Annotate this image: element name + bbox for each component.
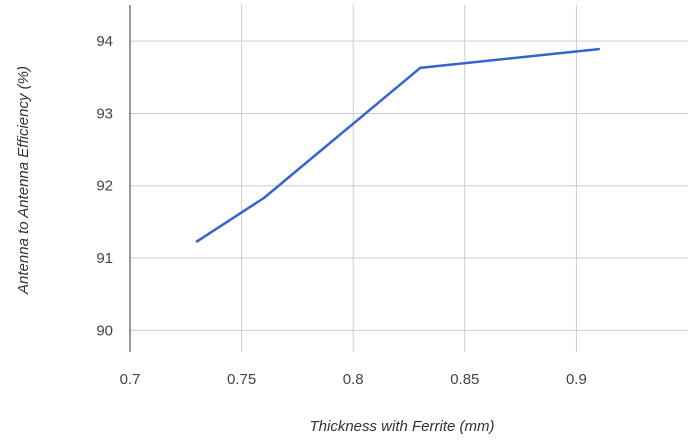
x-tick-label: 0.85 (450, 371, 479, 388)
data-point (263, 197, 265, 199)
y-axis-title: Antenna to Antenna Efficiency (%) (15, 66, 32, 295)
series-line (197, 49, 599, 241)
data-point (598, 48, 600, 50)
y-tick-label: 93 (96, 105, 113, 122)
x-axis-ticks: 0.7 0.75 0.8 0.85 0.9 (120, 371, 587, 388)
x-tick-label: 0.9 (566, 371, 587, 388)
grid-lines (130, 5, 688, 352)
y-axis-ticks: 90 91 92 93 94 (96, 33, 113, 339)
y-tick-label: 90 (96, 322, 113, 339)
y-tick-label: 91 (96, 250, 113, 267)
y-tick-label: 94 (96, 33, 113, 50)
y-tick-label: 92 (96, 178, 113, 195)
data-point (419, 67, 421, 69)
series-layer (196, 48, 600, 243)
x-axis-title: Thickness with Ferrite (mm) (309, 418, 494, 435)
x-tick-label: 0.8 (343, 371, 364, 388)
x-tick-label: 0.7 (120, 371, 141, 388)
x-tick-label: 0.75 (227, 371, 256, 388)
data-point (196, 240, 198, 242)
